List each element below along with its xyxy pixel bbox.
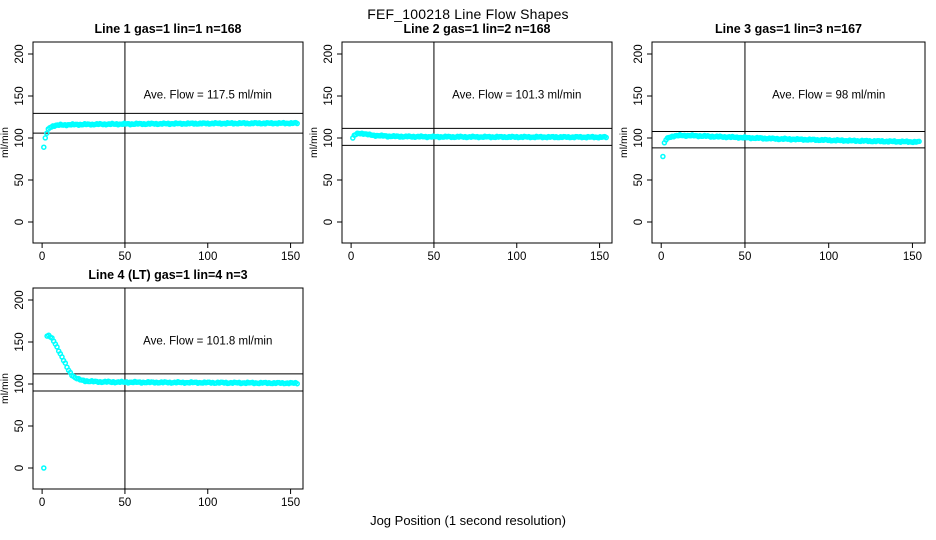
- subplot-3: 0 50 100 150 0 50 100 150 200 ml/min Line 3 gas=1 …: [618, 22, 926, 263]
- x-tick-label: 150: [281, 497, 300, 509]
- y-tick-label: 100: [14, 128, 26, 147]
- y-tick-label: 150: [14, 332, 26, 351]
- y-tick-label: 50: [14, 174, 26, 187]
- plot-box: [32, 41, 304, 244]
- subplot-title: Line 3 gas=1 lin=3 n=167: [715, 22, 862, 36]
- x-tick-label: 100: [507, 251, 526, 263]
- ave-flow-annotation: Ave. Flow = 117.5 ml/min: [144, 89, 272, 101]
- x-tick-label: 0: [658, 251, 664, 263]
- y-tick-label: 50: [14, 420, 26, 433]
- figure-xlabel: Jog Position (1 second resolution): [370, 513, 566, 528]
- x-tick-label: 150: [281, 251, 300, 263]
- x-tick-label: 100: [198, 251, 217, 263]
- figure-title: FEF_100218 Line Flow Shapes: [367, 6, 569, 22]
- subplot-title: Line 2 gas=1 lin=2 n=168: [404, 22, 551, 36]
- y-tick-label: 100: [633, 128, 645, 147]
- y-tick-label: 50: [633, 174, 645, 187]
- x-tick-label: 0: [39, 497, 45, 509]
- y-tick-label: 0: [14, 219, 26, 225]
- y-tick-label: 0: [633, 219, 645, 225]
- subplot-title: Line 4 (LT) gas=1 lin=4 n=3: [88, 268, 247, 282]
- subplot-1: 0 50 100 150 0 50 100 150 200 ml/min Line 1 gas=1 …: [0, 22, 304, 263]
- y-tick-label: 200: [323, 44, 335, 63]
- y-tick-label: 200: [14, 44, 26, 63]
- data-points: [350, 130, 609, 141]
- y-tick-label: 0: [14, 465, 26, 471]
- subplot-2: 0 50 100 150 0 50 100 150 200 ml/min Line 2 gas=1 …: [308, 22, 613, 263]
- x-tick-label: 150: [903, 251, 922, 263]
- plot-box: [341, 41, 613, 244]
- ave-flow-annotation: Ave. Flow = 101.3 ml/min: [452, 89, 581, 101]
- data-points: [660, 132, 922, 160]
- x-tick-label: 100: [198, 497, 217, 509]
- y-tick-label: 100: [323, 128, 335, 147]
- y-tick-label: 50: [323, 174, 335, 187]
- ave-flow-annotation: Ave. Flow = 98 ml/min: [772, 89, 885, 101]
- x-tick-label: 150: [590, 251, 609, 263]
- y-axis-label: ml/min: [308, 127, 320, 158]
- x-tick-label: 100: [819, 251, 838, 263]
- subplot-4: 0 50 100 150 0 50 100 150 200 ml/min Line 4 (LT) g…: [0, 268, 304, 509]
- plot-box: [651, 41, 926, 244]
- x-tick-label: 50: [119, 251, 132, 263]
- data-points: [41, 332, 300, 471]
- y-axis-label: ml/min: [618, 127, 630, 158]
- y-tick-label: 200: [633, 44, 645, 63]
- x-tick-label: 0: [348, 251, 354, 263]
- x-tick-label: 0: [39, 251, 45, 263]
- y-tick-label: 150: [323, 86, 335, 105]
- y-tick-label: 150: [14, 86, 26, 105]
- subplot-title: Line 1 gas=1 lin=1 n=168: [95, 22, 242, 36]
- x-tick-label: 50: [428, 251, 441, 263]
- x-tick-label: 50: [119, 497, 132, 509]
- y-tick-label: 200: [14, 290, 26, 309]
- y-axis-label: ml/min: [0, 127, 11, 158]
- plot-box: [32, 287, 304, 490]
- x-tick-label: 50: [739, 251, 752, 263]
- y-axis-label: ml/min: [0, 373, 11, 404]
- y-tick-label: 0: [323, 219, 335, 225]
- ave-flow-annotation: Ave. Flow = 101.8 ml/min: [143, 335, 272, 347]
- y-tick-label: 150: [633, 86, 645, 105]
- y-tick-label: 100: [14, 374, 26, 393]
- data-points: [41, 119, 300, 150]
